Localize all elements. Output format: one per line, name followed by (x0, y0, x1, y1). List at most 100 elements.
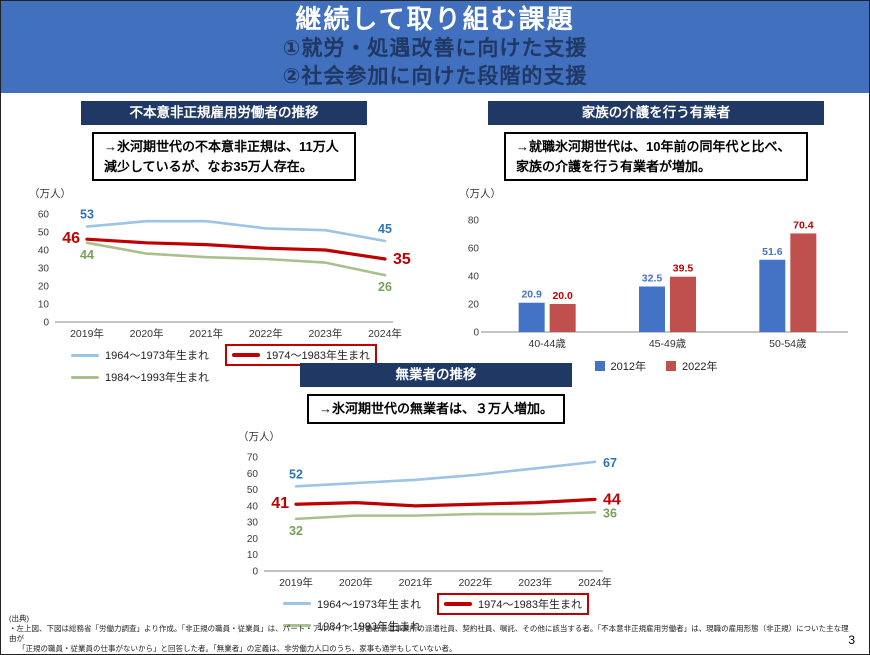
line-series (294, 497, 597, 508)
y-tick-label: 40 (247, 501, 259, 512)
line-series (294, 460, 597, 488)
x-tick-label: 2024年 (368, 327, 402, 340)
y-tick-label: 80 (468, 216, 480, 227)
legend-label: 1964～1973年生まれ (105, 350, 209, 363)
y-tick-label: 50 (38, 228, 50, 239)
panel-family-care: 家族の介護を行う有業者 →就職氷河期世代は、10年前の同年代と比べ、家族の介護を… (451, 101, 861, 374)
y-tick-label: 0 (43, 318, 49, 329)
page-title: 継続して取り組む課題 (295, 4, 575, 34)
category-label: 50-54歳 (769, 338, 807, 350)
legend-item: 1984～1993年生まれ (283, 618, 421, 634)
legend-label: 1974～1983年生まれ (478, 598, 582, 611)
y-tick-label: 10 (38, 300, 50, 311)
legend-color-swatch (594, 361, 605, 372)
legend-label: 1984～1993年生まれ (105, 372, 209, 385)
panel-non-employed: 無業者の推移 →氷河期世代の無業者は、３万人増加。 （万人） 0 10 20 30 40… (226, 363, 646, 634)
page-number: 3 (848, 633, 855, 647)
data-label: 44 (603, 491, 621, 508)
data-label: 67 (603, 456, 617, 470)
bar-value-label: 51.6 (762, 246, 783, 258)
data-label: 45 (378, 222, 392, 236)
legend-line-swatch (444, 601, 472, 606)
legend-item: 2012年 (594, 358, 646, 374)
data-label: 44 (80, 248, 94, 262)
bar-value-label: 20.9 (521, 289, 542, 301)
data-label: 46 (62, 230, 80, 247)
legend-label: 1984～1993年生まれ (317, 620, 421, 633)
bar (518, 302, 545, 333)
y-axis-unit-label: （万人） (29, 188, 71, 201)
legend-line-swatch (232, 353, 260, 358)
chart-note-involuntary: →氷河期世代の不本意非正規は、11万人減少しているが、なお35万人存在。 (92, 132, 356, 182)
legend-item: 1964～1973年生まれ (71, 347, 209, 363)
data-label: 26 (378, 280, 392, 294)
data-label: 53 (80, 208, 94, 222)
y-axis-unit-label: （万人） (238, 430, 280, 443)
legend-item: 2022年 (666, 358, 717, 374)
y-tick-label: 10 (247, 550, 259, 561)
y-tick-label: 60 (468, 244, 480, 255)
data-label: 41 (271, 495, 289, 512)
line-series (85, 241, 387, 277)
y-tick-label: 20 (468, 300, 480, 311)
line-series (85, 237, 387, 261)
legend-line-swatch (71, 375, 100, 379)
line-series (85, 220, 387, 243)
header-banner: 継続して取り組む課題 ①就労・処遇改善に向けた支援 ②社会参加に向けた段階的支援 (1, 1, 869, 93)
x-tick-label: 2021年 (399, 576, 433, 589)
chart-legend-non-employed: 1964～1973年生まれ 1974～1983年生まれ 1984～1993年生まれ (226, 592, 646, 634)
chart-title-non-employed: 無業者の推移 (300, 363, 572, 388)
legend-line-swatch (283, 624, 312, 628)
legend-label: 1964～1973年生まれ (317, 598, 421, 611)
line-series (294, 510, 597, 520)
y-tick-label: 70 (247, 452, 259, 463)
legend-item-highlighted: 1974～1983年生まれ (437, 592, 589, 615)
bar (639, 286, 665, 333)
line-chart-involuntary: 0 10 20 30 40 50 60 2019年 2020年 2021年 2022年 2023年 20… (38, 208, 411, 340)
banner-subtitle-1: ①就労・処遇改善に向けた支援 (282, 36, 588, 60)
legend-label: 2012年 (610, 361, 646, 374)
y-tick-label: 0 (252, 566, 258, 577)
x-tick-label: 2022年 (249, 327, 283, 340)
banner-subtitle-2: ②社会参加に向けた段階的支援 (282, 64, 588, 88)
bar (670, 276, 696, 333)
bar-chart-family-care: 0 20 40 60 80 40-44歳 45-49歳 50-54歳 20.9 32.5 51.6 2… (468, 216, 848, 350)
line-chart-non-employed: 0 10 20 30 40 50 60 70 2019年 2020年 2021年 2022年 2023年… (247, 452, 621, 589)
footnote-heading: (出典) (9, 614, 29, 623)
chart-title-family-care: 家族の介護を行う有業者 (488, 101, 824, 126)
legend-item: 1964～1973年生まれ (283, 596, 421, 612)
legend-color-swatch (666, 361, 676, 372)
category-label: 40-44歳 (528, 338, 566, 350)
x-tick-label: 2022年 (458, 576, 492, 589)
chart-legend-involuntary: 1964～1973年生まれ 1974～1983年生まれ 1984～1993年生まれ (23, 344, 425, 385)
x-tick-label: 2019年 (279, 576, 313, 589)
legend-label: 2022年 (682, 361, 718, 374)
y-tick-label: 40 (38, 246, 50, 257)
source-footnote: (出典) ・左上図、下図は総務省「労働力調査」より作成。「非正規の職員・従業員」… (9, 614, 855, 654)
x-tick-label: 2020年 (339, 576, 373, 589)
y-tick-label: 20 (247, 534, 259, 545)
data-label: 32 (289, 524, 303, 538)
y-tick-label: 40 (468, 272, 480, 283)
y-tick-label: 30 (38, 264, 50, 275)
footnote-line: ・左上図、下図は総務省「労働力調査」より作成。「非正規の職員・従業員」は、パート… (9, 624, 849, 644)
bar-value-label: 70.4 (793, 220, 814, 232)
x-tick-label: 2021年 (189, 327, 223, 340)
bar-value-label: 39.5 (673, 263, 694, 275)
x-tick-label: 2020年 (130, 327, 164, 340)
x-tick-label: 2023年 (308, 327, 342, 340)
legend-line-swatch (283, 602, 312, 606)
data-label: 36 (603, 506, 617, 520)
data-label: 52 (289, 467, 303, 481)
chart-note-family-care: →就職氷河期世代は、10年前の同年代と比べ、家族の介護を行う有業者が増加。 (504, 132, 808, 182)
y-axis-unit-label: （万人） (459, 188, 501, 201)
legend-line-swatch (71, 353, 100, 357)
y-tick-label: 60 (247, 468, 259, 479)
bar (790, 233, 817, 333)
y-tick-label: 50 (247, 485, 259, 496)
x-tick-label: 2019年 (70, 327, 104, 340)
y-tick-label: 30 (247, 517, 259, 528)
chart-legend-family-care: 2012年 2022年 (451, 358, 861, 374)
panel-involuntary-nonregular: 不本意非正規雇用労働者の推移 →氷河期世代の不本意非正規は、11万人減少している… (23, 101, 425, 385)
